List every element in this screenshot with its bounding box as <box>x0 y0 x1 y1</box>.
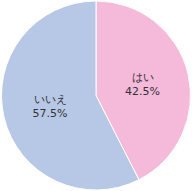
svg-text:はい42.5%: はい42.5% <box>125 71 160 98</box>
svg-text:いいえ57.5%: いいえ57.5% <box>33 93 68 120</box>
